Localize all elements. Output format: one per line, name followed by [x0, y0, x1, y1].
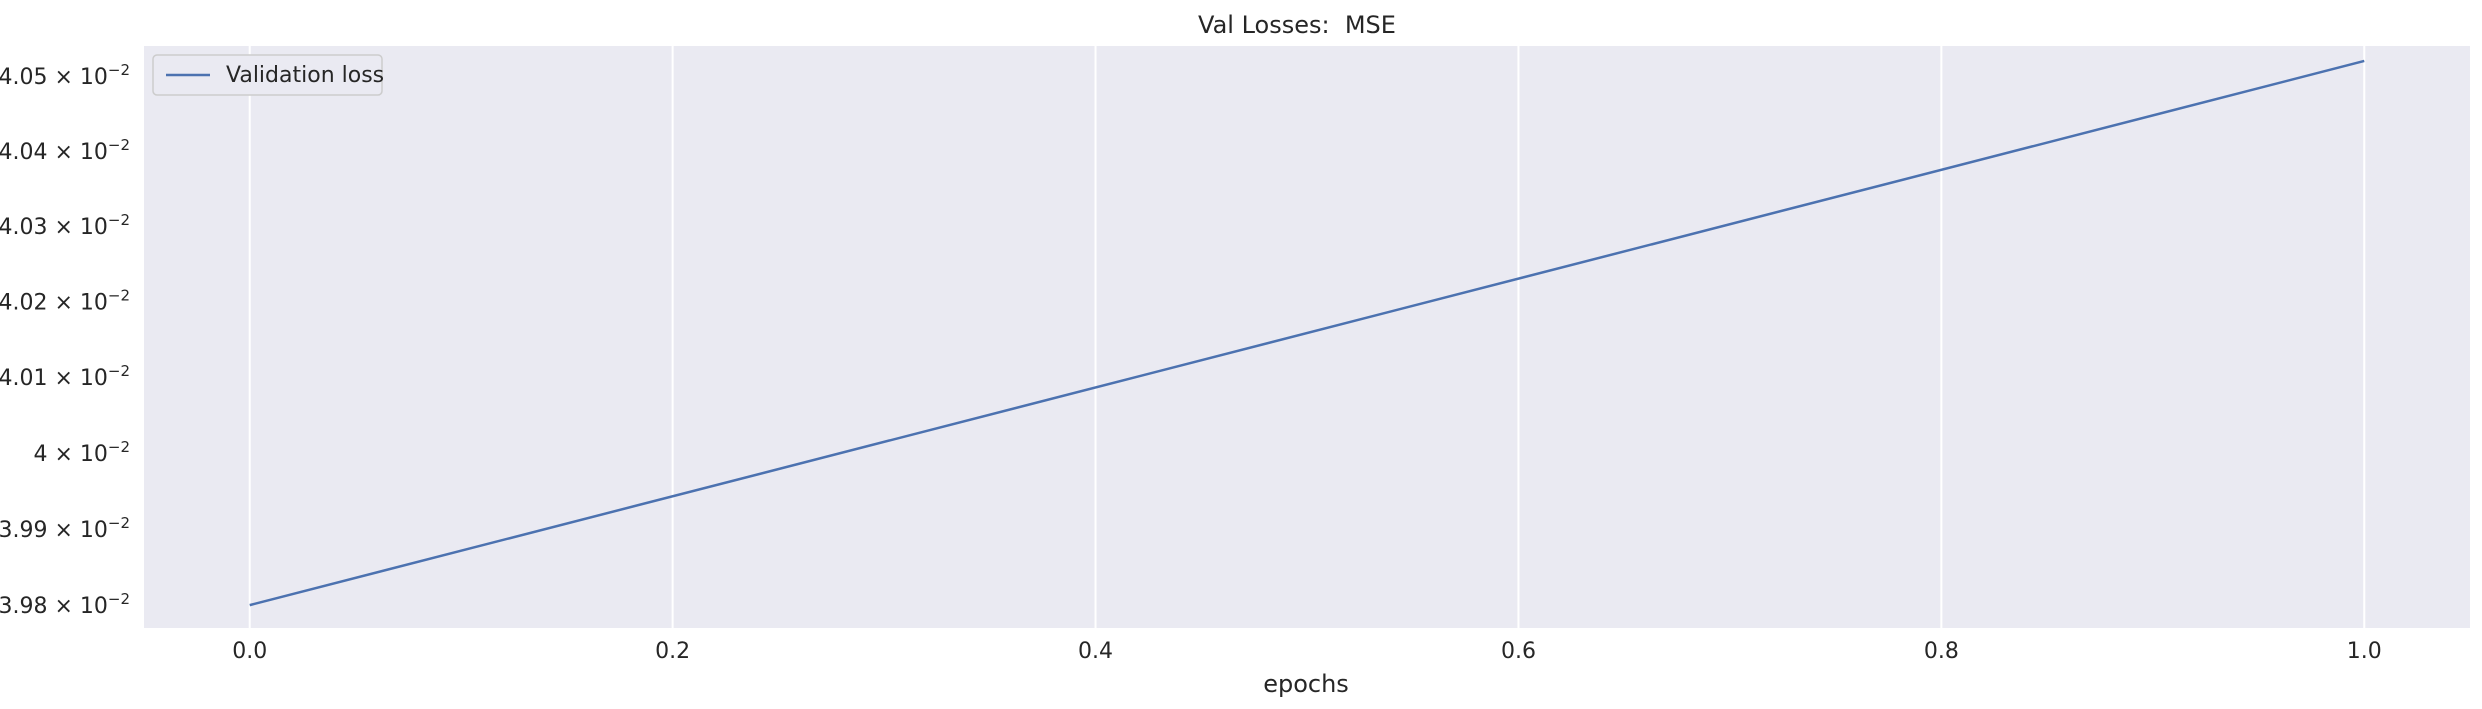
legend-label-validation-loss: Validation loss [226, 63, 384, 88]
x-tick-labels: 0.0 0.2 0.4 0.6 0.8 1.0 [232, 639, 2382, 664]
y-tick-label: 4.01 × 10−2 [0, 362, 130, 391]
x-tick-label: 0.6 [1501, 639, 1536, 664]
y-tick-label: 4.02 × 10−2 [0, 287, 130, 316]
x-tick-label: 1.0 [2347, 639, 2382, 664]
y-tick-label: 4 × 10−2 [33, 438, 130, 467]
series-layer [249, 59, 2365, 607]
y-tick-label: 4.05 × 10−2 [0, 61, 130, 90]
y-tick-label: 4.03 × 10−2 [0, 211, 130, 240]
x-tick-label: 0.4 [1078, 639, 1113, 664]
grid-lines [248, 46, 2366, 628]
y-tick-labels: 3.98 × 10−2 3.99 × 10−2 4 × 10−2 4.01 × 10−… [0, 61, 130, 619]
x-tick-label: 0.8 [1924, 639, 1959, 664]
x-tick-label: 0.0 [232, 639, 267, 664]
x-tick-label: 0.2 [655, 639, 690, 664]
plot-area [144, 46, 2470, 628]
y-tick-label: 4.04 × 10−2 [0, 136, 130, 165]
series-line-validation-loss [249, 59, 2365, 607]
x-axis-label: epochs [1263, 670, 1349, 698]
y-tick-label: 3.98 × 10−2 [0, 590, 130, 619]
legend: Validation loss [152, 54, 384, 96]
legend-box [152, 54, 383, 96]
chart-title: Val Losses: MSE [1198, 11, 1396, 39]
y-tick-label: 3.99 × 10−2 [0, 514, 130, 543]
